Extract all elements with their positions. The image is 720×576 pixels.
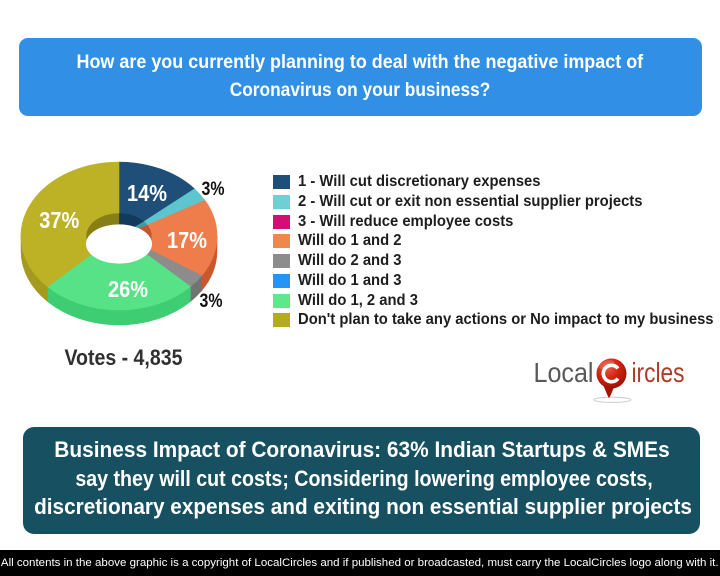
svg-text:14%: 14% [127, 180, 167, 206]
svg-text:26%: 26% [108, 276, 148, 302]
svg-text:37%: 37% [39, 207, 79, 233]
svg-text:ircles: ircles [632, 357, 685, 388]
svg-text:Local: Local [534, 357, 594, 388]
svg-text:3%: 3% [202, 179, 225, 200]
svg-text:3%: 3% [200, 291, 223, 312]
svg-text:17%: 17% [167, 227, 207, 253]
